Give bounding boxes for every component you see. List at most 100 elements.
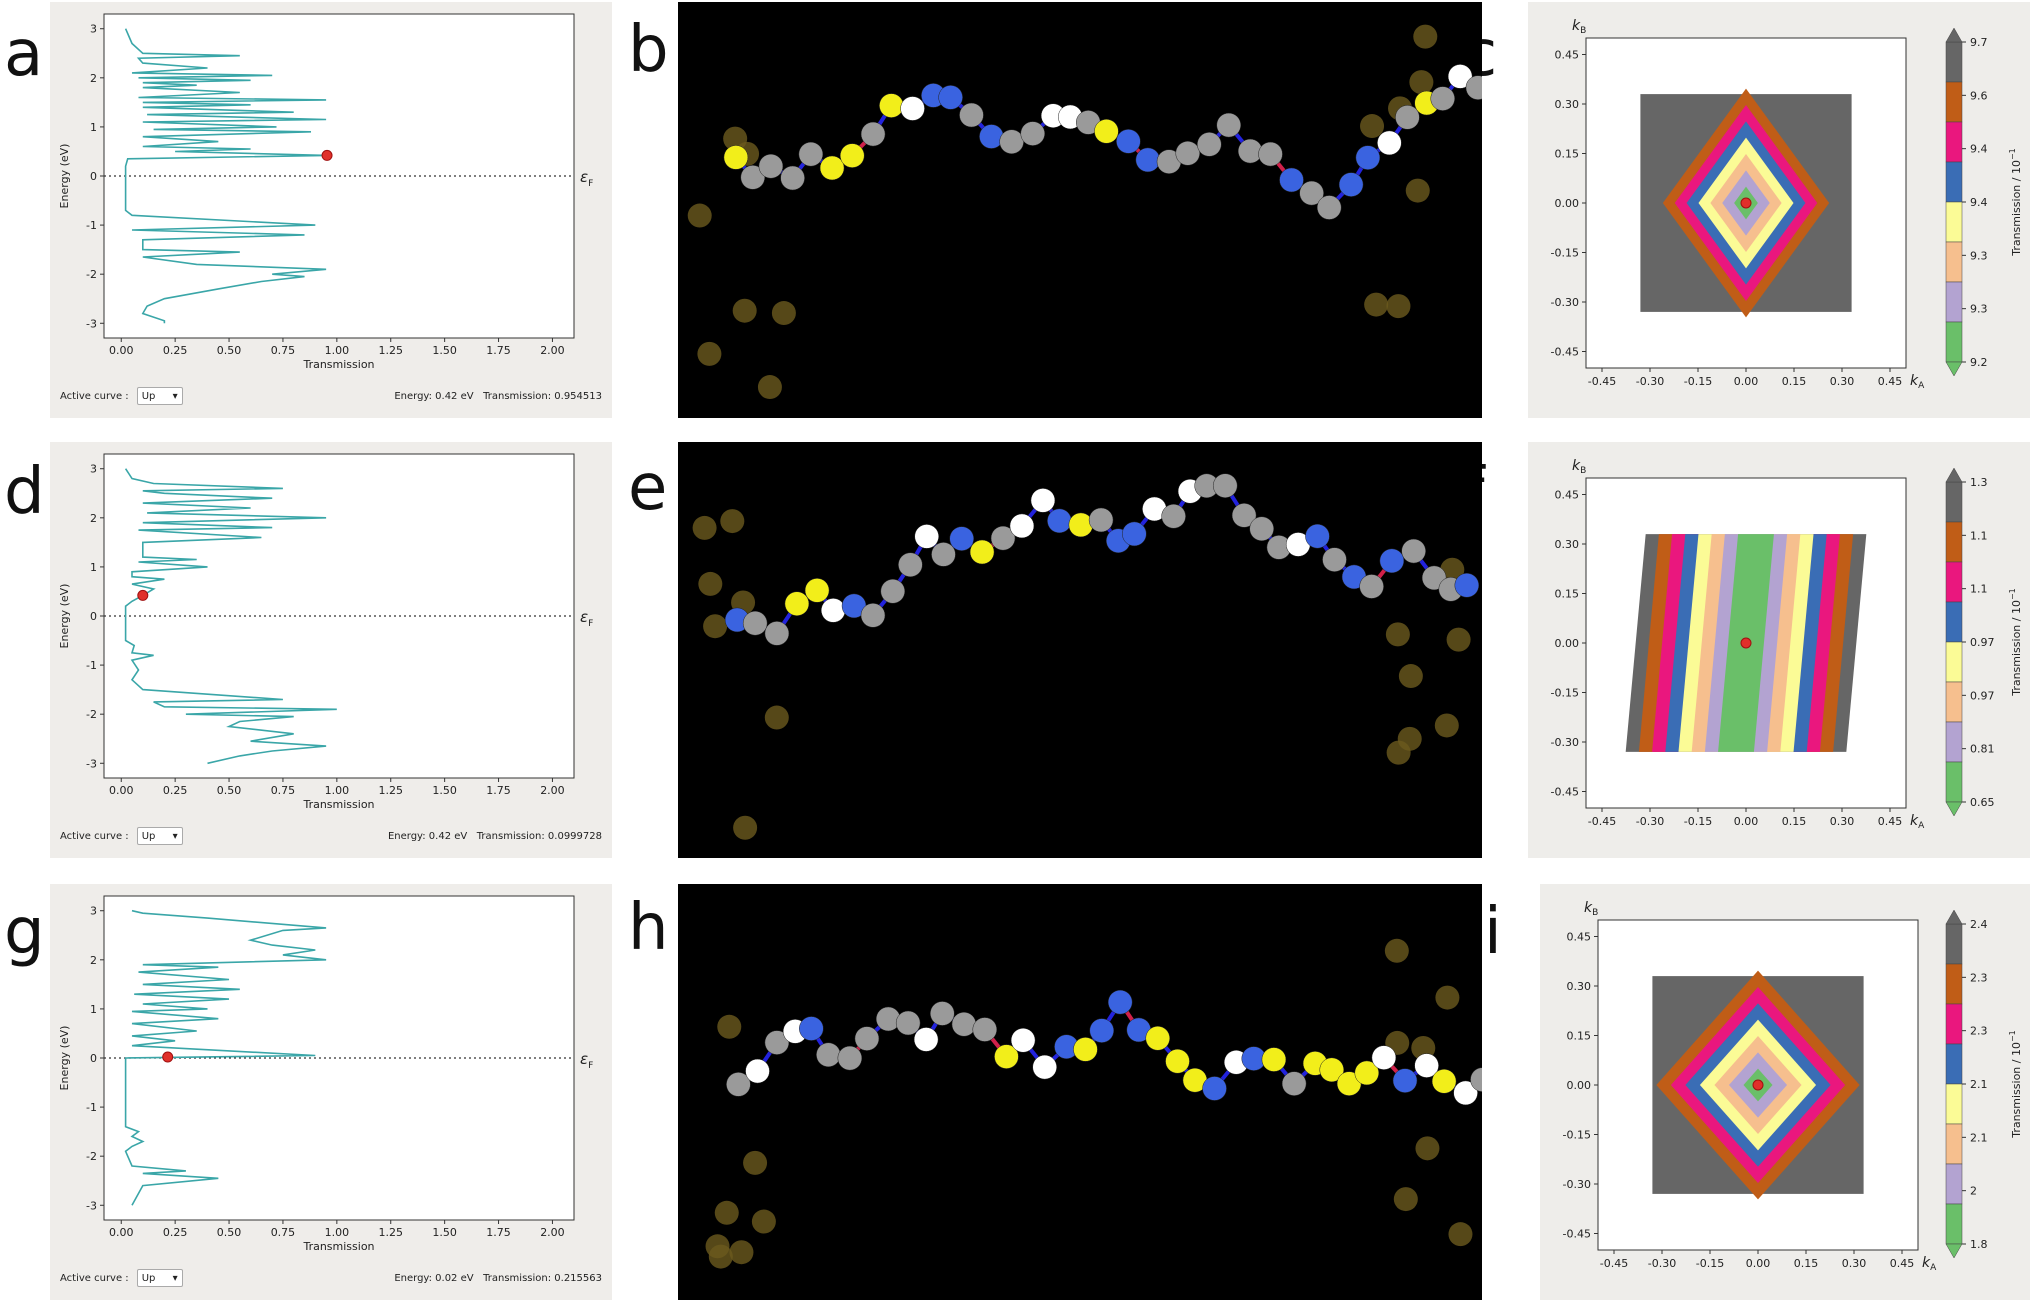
selected-kpoint-marker: [1753, 1080, 1763, 1090]
y-tick-label: -3: [86, 757, 97, 770]
y-tick-label: 0.45: [1555, 49, 1580, 62]
atom: [781, 166, 805, 190]
atom: [1094, 119, 1118, 143]
x-tick-label: 0.00: [109, 344, 134, 357]
molecule-view-b: [678, 2, 1482, 418]
fermi-level-label: εF: [580, 608, 593, 629]
molecule-view-e: [678, 442, 1482, 858]
gold-atom: [1385, 939, 1409, 963]
atom: [746, 1059, 770, 1083]
y-tick-label: -1: [86, 659, 97, 672]
chevron-down-icon: ▾: [173, 831, 178, 842]
y-tick-label: -3: [86, 1199, 97, 1212]
y-tick-label: -1: [86, 219, 97, 232]
y-tick-label: 0.45: [1567, 931, 1592, 944]
colorbar-segment: [1946, 682, 1962, 722]
y-tick-label: 3: [90, 905, 97, 918]
selected-kpoint-marker: [1741, 638, 1751, 648]
x-tick-label: 0.30: [1842, 1257, 1867, 1270]
y-tick-label: -2: [86, 708, 97, 721]
gold-atom: [772, 301, 796, 325]
status-readout: Energy: 0.02 eV Transmission: 0.215563: [394, 1273, 602, 1284]
gold-atom: [697, 342, 721, 366]
atom: [1069, 513, 1093, 537]
gold-atom: [703, 614, 727, 638]
colorbar-tick-label: 2.1: [1970, 1131, 1988, 1144]
status-bar: Active curve : Up▾ Energy: 0.42 eV Trans…: [50, 378, 612, 418]
colorbar-tick-label: 2.3: [1970, 1025, 1988, 1038]
atom: [1197, 132, 1221, 156]
atom: [1213, 474, 1237, 498]
x-tick-label: -0.45: [1600, 1257, 1628, 1270]
colorbar-label: Transmission / 10−1: [2008, 148, 2023, 257]
atom: [930, 1001, 954, 1025]
x-axis-subscript: A: [1930, 1263, 1937, 1273]
colorbar-tick-label: 9.6: [1970, 89, 1988, 102]
gold-atom: [1435, 986, 1459, 1010]
gold-atom: [1406, 179, 1430, 203]
molecule-render: [678, 442, 1482, 858]
colorbar-tick-label: 2.3: [1970, 971, 1988, 984]
colorbar-segment: [1946, 1044, 1962, 1084]
atom: [1047, 509, 1071, 533]
gold-atom: [1360, 114, 1384, 138]
colorbar-tick-label: 2.1: [1970, 1078, 1988, 1091]
atom: [1431, 87, 1455, 111]
atom: [1280, 168, 1304, 192]
x-axis-label: Transmission: [302, 798, 374, 811]
colorbar-tick-label: 9.3: [1970, 249, 1988, 262]
y-tick-label: 0: [90, 170, 97, 183]
gold-atom: [733, 299, 757, 323]
colorbar-segment: [1946, 242, 1962, 282]
active-curve-select[interactable]: Up▾: [137, 827, 183, 845]
atom: [1011, 1028, 1035, 1052]
atom: [799, 1017, 823, 1041]
gold-atom: [1386, 622, 1410, 646]
atom: [901, 97, 925, 121]
y-tick-label: -1: [86, 1101, 97, 1114]
gold-atom: [1398, 727, 1422, 751]
active-curve-select[interactable]: Up▾: [137, 1269, 183, 1287]
x-tick-label: 0.25: [163, 784, 188, 797]
x-tick-label: 1.75: [486, 1226, 511, 1239]
y-tick-label: -3: [86, 317, 97, 330]
y-axis-label: kB: [1572, 18, 1586, 36]
atom: [1146, 1026, 1170, 1050]
atom: [1090, 1019, 1114, 1043]
y-tick-label: 2: [90, 72, 97, 85]
colorbar-extend-bottom: [1946, 362, 1962, 376]
atom: [1010, 514, 1034, 538]
y-tick-label: 0.15: [1555, 588, 1580, 601]
panel-label-e: e: [628, 456, 667, 520]
colorbar-segment: [1946, 964, 1962, 1004]
x-tick-label: 0.15: [1794, 1257, 1819, 1270]
y-tick-label: 2: [90, 512, 97, 525]
atom: [1455, 573, 1479, 597]
colorbar-segment: [1946, 1004, 1962, 1044]
x-tick-label: 1.25: [378, 1226, 403, 1239]
colorbar-tick-label: 9.7: [1970, 36, 1988, 49]
colorbar-label-exponent: −1: [2008, 1030, 2017, 1042]
colorbar-tick-label: 9.4: [1970, 143, 1988, 156]
active-curve-select[interactable]: Up▾: [137, 387, 183, 405]
x-tick-label: 0.15: [1782, 375, 1807, 388]
y-tick-label: -0.30: [1551, 296, 1579, 309]
status-readout: Energy: 0.42 eV Transmission: 0.954513: [394, 391, 602, 402]
gold-atom: [752, 1210, 776, 1234]
y-axis-label: Energy (eV): [58, 144, 71, 209]
atom: [1166, 1049, 1190, 1073]
fermi-level-label: εF: [580, 1050, 593, 1071]
x-tick-label: 0.45: [1878, 815, 1903, 828]
x-tick-label: 1.50: [432, 1226, 457, 1239]
x-tick-label: 0.00: [1746, 1257, 1771, 1270]
x-tick-label: 0.50: [217, 784, 242, 797]
colorbar-segment: [1946, 762, 1962, 802]
x-tick-label: 0.30: [1830, 375, 1855, 388]
